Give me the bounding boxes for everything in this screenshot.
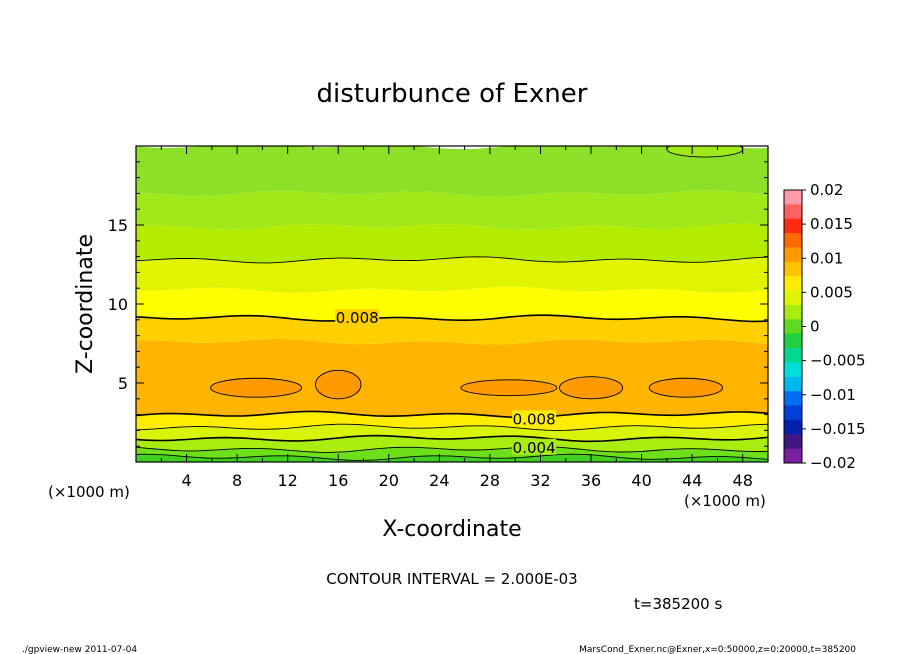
x-tick-label: 32: [530, 471, 550, 490]
contour-line: [136, 423, 768, 431]
colorbar-label: 0: [810, 318, 820, 336]
colorbar-swatch: [784, 434, 802, 450]
y-axis-label: Z-coordinate: [73, 234, 98, 374]
colorbar-label: 0.01: [810, 249, 843, 267]
x-tick-label: 8: [232, 471, 242, 490]
contour-band: [136, 146, 768, 197]
colorbar-swatch: [784, 233, 802, 248]
x-tick-label: 4: [181, 471, 191, 490]
contour-blob-top: [666, 146, 744, 158]
x-axis-label: X-coordinate: [382, 517, 521, 542]
colorbar-swatch: [784, 448, 802, 464]
x-tick-label: 20: [379, 471, 399, 490]
y-tick-label: 5: [118, 374, 128, 393]
x-tick-label: 24: [429, 471, 449, 490]
contour-band: [136, 256, 768, 293]
contour-band: [136, 446, 768, 461]
x-tick-label: 28: [480, 471, 500, 490]
x-tick-label: 40: [631, 471, 651, 490]
colorbar-swatch: [784, 204, 802, 220]
colorbar-label: 0.02: [810, 181, 843, 199]
x-tick-label: 12: [278, 471, 298, 490]
colorbar-swatch: [784, 362, 802, 378]
chart-title: disturbunce of Exner: [317, 79, 588, 109]
contour-label: 0.004: [513, 439, 556, 457]
contour-band: [136, 424, 768, 442]
contour-blob: [210, 377, 303, 398]
contour-line: [136, 410, 768, 419]
colorbar-swatch: [784, 348, 802, 363]
time-text: t=385200 s: [634, 595, 722, 613]
colorbar-swatch: [784, 247, 802, 263]
plot-area: [136, 146, 768, 462]
contour-interval-text: CONTOUR INTERVAL = 2.000E-03: [326, 570, 577, 588]
colorbar-swatch: [784, 376, 802, 392]
colorbar-label: −0.005: [810, 352, 866, 370]
colorbar-swatch: [784, 419, 802, 435]
colorbar-swatch: [784, 190, 802, 205]
colorbar-swatch: [784, 276, 802, 292]
contour-band: [136, 286, 768, 322]
contour-label-bg: [512, 438, 557, 455]
colorbar-swatch: [784, 304, 802, 320]
contour-band: [136, 223, 768, 263]
colorbar-swatch: [784, 319, 802, 335]
contour-line: [136, 446, 768, 453]
contour-blob: [558, 376, 624, 400]
contour-label: 0.008: [513, 410, 556, 428]
contour-band: [136, 315, 768, 345]
y-tick-label: 10: [108, 295, 128, 314]
colorbar-swatch: [784, 405, 802, 421]
colorbar-swatch: [784, 290, 802, 306]
contour-label-bg: [335, 309, 380, 326]
y-tick-label: 15: [108, 216, 128, 235]
colorbar-label: 0.005: [810, 283, 853, 301]
footer-left: ./gpview-new 2011-07-04: [22, 645, 137, 654]
colorbar-swatch: [784, 333, 802, 349]
contour-label-bg: [512, 410, 557, 427]
x-unit-left: (×1000 m): [48, 483, 130, 501]
contour-band: [136, 339, 768, 418]
contour-band: [136, 411, 768, 431]
x-tick-label: 16: [328, 471, 348, 490]
contour-blob: [315, 369, 362, 400]
x-tick-label: 36: [581, 471, 601, 490]
contour-line: [136, 434, 768, 443]
x-unit-right: (×1000 m): [684, 492, 766, 510]
contour-line: [136, 314, 768, 323]
contour-line: [136, 256, 768, 264]
colorbar-label: −0.01: [810, 386, 856, 404]
contour-label: 0.008: [336, 309, 379, 327]
x-tick-label: 48: [733, 471, 753, 490]
colorbar-swatch: [784, 218, 802, 234]
colorbar-swatch: [784, 391, 802, 407]
colorbar: [783, 189, 803, 464]
contour-band: [136, 190, 768, 230]
contour-blob: [460, 379, 558, 397]
colorbar-swatch: [784, 261, 802, 277]
x-tick-label: 44: [682, 471, 702, 490]
contour-band: [136, 435, 768, 453]
colorbar-label: −0.015: [810, 420, 866, 438]
contour-line: [136, 453, 768, 461]
footer-right: MarsCond_Exner.nc@Exner,x=0:50000,z=0:20…: [579, 645, 856, 654]
contour-blob: [648, 377, 723, 398]
colorbar-label: −0.02: [810, 454, 856, 472]
colorbar-label: 0.015: [810, 215, 853, 233]
